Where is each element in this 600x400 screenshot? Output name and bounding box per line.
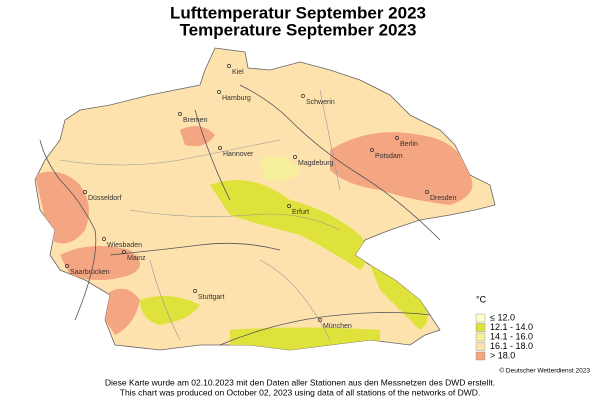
city-label: Schwerin bbox=[306, 99, 335, 106]
city-label: Wiesbaden bbox=[107, 242, 142, 249]
city-dot bbox=[102, 237, 106, 241]
city-label: Magdeburg bbox=[298, 160, 334, 167]
city-label: Bremen bbox=[183, 117, 208, 124]
city-label: Kiel bbox=[232, 69, 244, 76]
city-label: Hannover bbox=[223, 151, 254, 158]
river bbox=[109, 242, 281, 256]
river bbox=[194, 109, 231, 201]
border bbox=[59, 139, 281, 166]
zone-warm bbox=[180, 126, 215, 147]
city-dot bbox=[287, 204, 291, 208]
city-dot bbox=[122, 250, 126, 254]
credit: © Deutscher Wetterdienst 2023 bbox=[499, 367, 590, 375]
legend-swatch bbox=[475, 313, 486, 323]
footer-en: This chart was produced on October 02, 2… bbox=[120, 387, 481, 397]
legend-swatch bbox=[475, 351, 486, 361]
city-label: Düsseldorf bbox=[88, 195, 122, 202]
city-dot bbox=[227, 64, 231, 68]
legend-swatch bbox=[475, 323, 486, 332]
zone-cool bbox=[210, 180, 368, 270]
title: Lufttemperatur September 2023 bbox=[170, 3, 426, 22]
city-dot bbox=[65, 264, 69, 268]
legend-label: 16.1 - 18.0 bbox=[490, 341, 533, 351]
legend-unit: °C bbox=[476, 294, 487, 304]
legend: °C ≤ 12.012.1 - 14.014.1 - 16.016.1 - 18… bbox=[475, 294, 533, 361]
zone-mild bbox=[260, 156, 300, 182]
city-dot bbox=[318, 318, 322, 322]
city-dot bbox=[425, 190, 429, 194]
city-label: Mainz bbox=[127, 255, 146, 262]
city-dot bbox=[395, 136, 399, 140]
city-dot bbox=[83, 190, 87, 194]
footer-de: Diese Karte wurde am 02.10.2023 mit den … bbox=[105, 377, 495, 387]
city-label: Erfurt bbox=[292, 209, 309, 216]
legend-swatch bbox=[475, 342, 486, 351]
legend-label: 12.1 - 14.0 bbox=[490, 322, 533, 332]
river bbox=[219, 312, 431, 346]
border bbox=[319, 89, 341, 191]
legend-label: > 18.0 bbox=[490, 350, 515, 360]
city-dot bbox=[293, 155, 297, 159]
border bbox=[149, 259, 181, 341]
border bbox=[259, 259, 331, 341]
river bbox=[39, 139, 97, 321]
city-label: Saarbrücken bbox=[70, 269, 110, 276]
zone-warm bbox=[410, 95, 440, 118]
city-label: Potsdam bbox=[375, 153, 403, 160]
city-dot bbox=[301, 94, 305, 98]
city-dot bbox=[370, 148, 374, 152]
state-borders bbox=[59, 89, 341, 341]
zone-cool bbox=[230, 327, 380, 350]
legend-label: 14.1 - 16.0 bbox=[490, 331, 533, 341]
city-dot bbox=[217, 90, 221, 94]
city-dot bbox=[218, 146, 222, 150]
legend-label: ≤ 12.0 bbox=[490, 312, 515, 322]
zone-warm bbox=[105, 288, 140, 335]
zone-warm bbox=[330, 132, 473, 205]
germany-map bbox=[34, 47, 496, 351]
city-labels: Kiel Hamburg Schwerin Bremen Berlin Potsdam Ha… bbox=[65, 64, 457, 330]
city-label: Berlin bbox=[400, 141, 418, 148]
legend-swatch bbox=[475, 332, 486, 342]
city-dot bbox=[193, 289, 197, 293]
city-label: Dresden bbox=[430, 195, 457, 202]
subtitle: Temperature September 2023 bbox=[180, 20, 417, 39]
city-dot bbox=[178, 112, 182, 116]
zone-warm bbox=[60, 246, 140, 280]
city-label: Stuttgart bbox=[198, 294, 225, 301]
city-label: München bbox=[323, 323, 352, 330]
city-label: Hamburg bbox=[222, 95, 251, 102]
border bbox=[129, 209, 341, 231]
zone-cool bbox=[140, 296, 200, 325]
